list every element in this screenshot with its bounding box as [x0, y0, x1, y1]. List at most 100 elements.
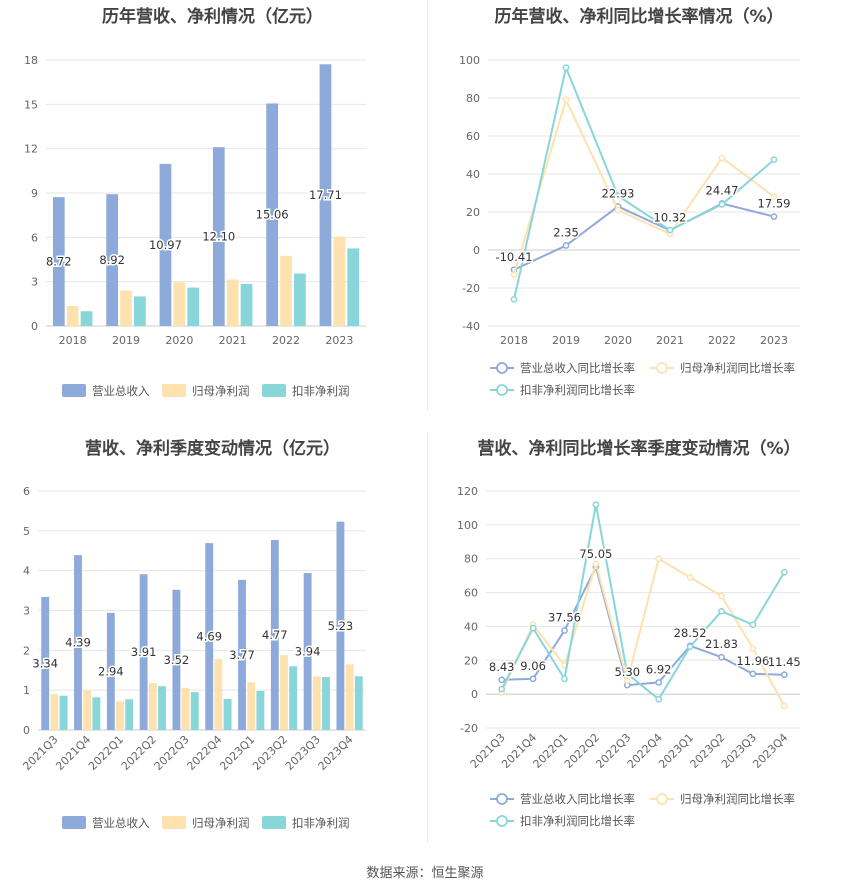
bar-2: [50, 694, 59, 730]
x-tick-label: 2023: [760, 334, 788, 347]
data-source-note: 数据来源：恒生聚源: [366, 866, 484, 881]
legend-swatch: [162, 384, 186, 397]
legend-swatch: [262, 384, 286, 397]
quarterly-revenue-profit-svg: 01234562021Q32021Q42022Q12022Q22022Q3202…: [20, 485, 366, 830]
legend-label: 扣非净利润: [292, 816, 350, 830]
point-1: [655, 679, 663, 686]
vertical-divider-top: [427, 0, 428, 410]
data-label: 28.52: [674, 626, 707, 640]
y-tick-label: 20: [466, 206, 480, 219]
x-tick-label: 2019: [552, 334, 580, 347]
point-3: [623, 670, 631, 678]
bar-3: [158, 686, 166, 730]
point-3: [686, 643, 694, 651]
point-1: [529, 675, 537, 683]
point-2: [623, 677, 631, 684]
point-2: [770, 193, 778, 201]
data-label: 75.05: [579, 547, 612, 561]
data-label: 22.93: [602, 186, 635, 200]
y-tick-label: 15: [24, 98, 38, 111]
x-tick-label: 2020: [604, 334, 632, 347]
bar-2: [116, 701, 124, 730]
y-tick-label: 60: [466, 130, 480, 143]
bar-2: [247, 682, 256, 730]
y-tick-label: 9: [31, 187, 38, 200]
data-label: 15.06: [256, 208, 289, 222]
bar-1: [139, 574, 148, 730]
bar-1: [270, 539, 279, 730]
x-tick-label: 2022: [708, 334, 736, 347]
x-tick-label: 2022Q1: [86, 733, 126, 773]
data-label: 10.32: [654, 210, 687, 224]
point-3: [529, 624, 537, 632]
y-tick-label: 0: [473, 244, 480, 257]
y-tick-label: 6: [31, 231, 38, 244]
point-3: [510, 296, 518, 303]
x-tick-label: 2021: [656, 334, 684, 347]
x-tick-label: 2022: [272, 334, 300, 347]
quarterly-growth-svg: -200204060801001202021Q32021Q42022Q12022…: [457, 485, 802, 828]
data-label: 11.45: [768, 655, 801, 669]
x-tick-label: 2023Q4: [316, 733, 356, 773]
bar-3: [223, 698, 232, 730]
bar-3: [347, 248, 360, 326]
bar-2: [312, 676, 321, 730]
bar-3: [256, 690, 265, 730]
point-2: [718, 154, 726, 162]
point-3: [718, 201, 726, 208]
data-label: 17.59: [758, 197, 791, 211]
legend-label: 归母净利润同比增长率: [680, 361, 795, 375]
point-3: [562, 64, 570, 71]
bar-2: [66, 306, 79, 326]
legend-marker: [656, 793, 668, 805]
bar-1: [159, 163, 172, 326]
bar-2: [226, 279, 239, 326]
x-tick-label: 2023Q3: [283, 733, 323, 773]
bar-1: [52, 197, 65, 326]
chart-title: 历年营收、净利情况（亿元）: [102, 7, 323, 27]
x-tick-label: 2022Q3: [152, 733, 192, 773]
y-tick-label: 100: [459, 54, 480, 67]
annual-growth-chart: 历年营收、净利同比增长率情况（%） -40 -20 0 20 40 60 80 100 2018…: [428, 0, 850, 410]
x-tick-label: 2023Q1: [217, 733, 257, 773]
legend-label: 归母净利润: [192, 384, 250, 398]
bar-2: [280, 255, 292, 326]
bar-1: [172, 589, 181, 730]
y-tick-label: 1: [23, 684, 30, 697]
vertical-divider-bottom: [427, 432, 428, 842]
point-3: [718, 607, 725, 615]
point-2: [614, 206, 622, 214]
point-3: [770, 156, 778, 164]
x-tick-label: 2019: [112, 334, 140, 347]
data-label: 12.10: [202, 230, 235, 244]
data-label: 8.92: [99, 253, 125, 267]
line-series-2: [500, 557, 786, 707]
legend-marker: [496, 362, 508, 374]
y-tick-label: 0: [471, 688, 478, 701]
point-1: [718, 653, 725, 661]
y-tick-label: 2: [23, 644, 30, 657]
y-tick-label: 5: [23, 525, 30, 538]
bar-2: [181, 687, 190, 730]
bar-3: [289, 666, 298, 730]
legend-label: 扣非净利润同比增长率: [520, 814, 635, 828]
data-label: 3.52: [164, 653, 190, 667]
line-series-1: [513, 202, 775, 271]
x-tick-label: 2021Q3: [20, 733, 60, 773]
legend-swatch: [62, 384, 86, 397]
data-label: 6.92: [646, 662, 672, 676]
point-1: [780, 671, 788, 679]
legend-marker: [496, 793, 508, 805]
line-series-3: [513, 64, 775, 300]
bar-2: [345, 664, 354, 730]
point-2: [749, 645, 757, 652]
x-tick-label: 2023Q4: [750, 731, 790, 771]
legend-label: 营业总收入: [92, 384, 150, 398]
point-3: [655, 695, 663, 703]
y-tick-label: 100: [457, 519, 478, 532]
point-1: [498, 676, 506, 684]
bar-2: [148, 682, 157, 730]
y-tick-label: 0: [31, 320, 38, 333]
data-label: 3.94: [295, 645, 321, 659]
x-tick-label: 2021Q4: [53, 733, 93, 773]
